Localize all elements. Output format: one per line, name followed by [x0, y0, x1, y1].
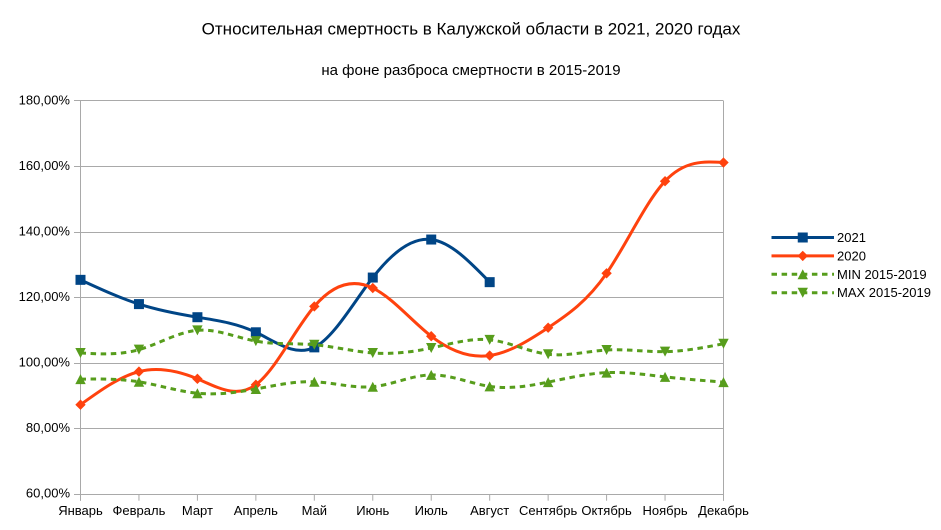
- svg-text:MAX 2015-2019: MAX 2015-2019: [837, 285, 931, 300]
- svg-text:140,00%: 140,00%: [19, 224, 71, 239]
- svg-text:Март: Март: [182, 503, 213, 518]
- svg-text:80,00%: 80,00%: [26, 420, 71, 435]
- svg-text:на фоне разброса смертности в: на фоне разброса смертности в 2015-2019: [321, 62, 620, 79]
- svg-text:100,00%: 100,00%: [19, 355, 71, 370]
- svg-text:Октябрь: Октябрь: [581, 503, 632, 518]
- svg-text:Относительная смертность в Кал: Относительная смертность в Калужской обл…: [202, 20, 741, 39]
- svg-text:Декабрь: Декабрь: [698, 503, 749, 518]
- svg-text:Сентябрь: Сентябрь: [519, 503, 577, 518]
- svg-text:2020: 2020: [837, 248, 866, 263]
- svg-text:2021: 2021: [837, 230, 866, 245]
- svg-text:Ноябрь: Ноябрь: [642, 503, 687, 518]
- svg-text:Февраль: Февраль: [113, 503, 166, 518]
- svg-text:180,00%: 180,00%: [19, 92, 71, 107]
- svg-text:Июнь: Июнь: [356, 503, 389, 518]
- svg-text:MIN 2015-2019: MIN 2015-2019: [837, 267, 927, 282]
- svg-text:60,00%: 60,00%: [26, 486, 71, 501]
- svg-text:Май: Май: [302, 503, 327, 518]
- svg-text:160,00%: 160,00%: [19, 158, 71, 173]
- svg-text:Июль: Июль: [415, 503, 448, 518]
- svg-text:Апрель: Апрель: [234, 503, 278, 518]
- svg-text:Январь: Январь: [58, 503, 103, 518]
- svg-text:120,00%: 120,00%: [19, 289, 71, 304]
- svg-text:Август: Август: [470, 503, 509, 518]
